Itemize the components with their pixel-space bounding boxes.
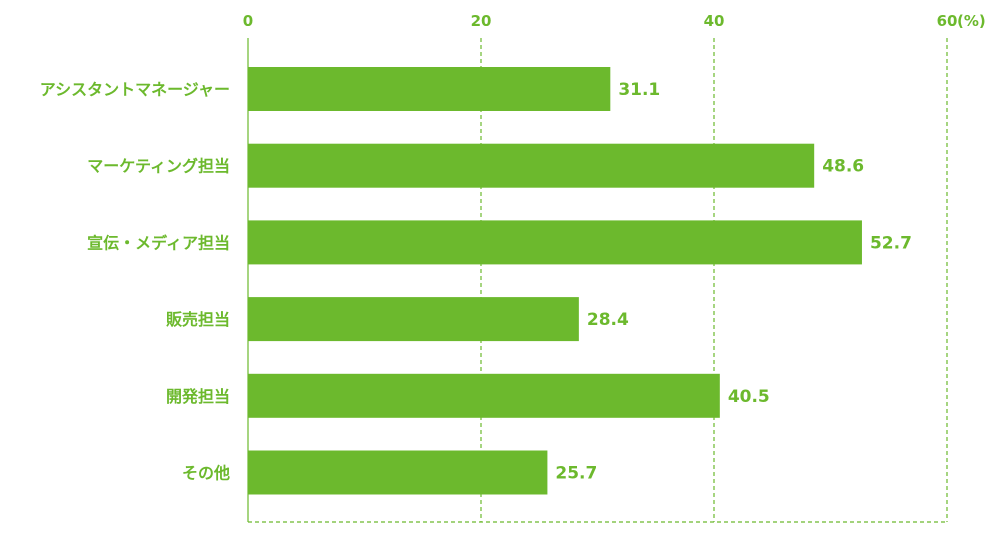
bar [248, 67, 611, 111]
x-tick-label: 60 [937, 12, 958, 30]
category-label: 開発担当 [166, 387, 230, 406]
value-label: 48.6 [822, 157, 864, 177]
grid-layer [247, 38, 948, 523]
unit-label: (%) [957, 12, 986, 30]
category-label: マーケティング担当 [87, 157, 230, 176]
x-tick-label: 0 [243, 12, 253, 30]
category-label: アシスタントマネージャー [40, 80, 230, 99]
value-label: 28.4 [587, 310, 629, 330]
bars-layer [248, 67, 862, 495]
category-label: 販売担当 [166, 310, 230, 329]
value-label: 31.1 [618, 80, 660, 100]
value-label: 52.7 [870, 233, 912, 253]
bar [248, 297, 579, 342]
category-label: その他 [182, 464, 230, 483]
category-label: 宣伝・メディア担当 [87, 233, 230, 252]
x-tick-label: 20 [471, 12, 492, 30]
value-label: 25.7 [555, 464, 597, 484]
labels-layer: 0 20 40 60 アシスタントマネージャー 31.1 マーケティング担当 48.6 宣伝・メ… [40, 12, 958, 484]
bar [248, 143, 815, 188]
bar [248, 450, 548, 495]
bar [248, 373, 720, 418]
bar [248, 220, 862, 265]
value-label: 40.5 [728, 387, 770, 407]
x-tick-label: 40 [704, 12, 725, 30]
